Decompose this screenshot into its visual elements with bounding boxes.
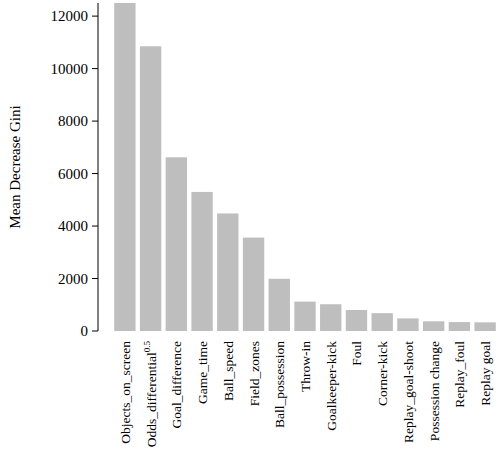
bar xyxy=(140,46,161,331)
y-tick-label: 8000 xyxy=(58,113,88,129)
x-tick-label: Replay_goal-shoot xyxy=(401,341,416,443)
x-tick-label: Foul xyxy=(349,341,364,366)
y-axis-label: Mean Decrease Gini xyxy=(7,105,23,228)
y-axis-line xyxy=(98,3,99,331)
bar xyxy=(474,322,495,331)
y-tick xyxy=(92,173,98,174)
x-tick-label: Replay goal xyxy=(478,341,493,406)
bar xyxy=(346,310,367,331)
bar xyxy=(166,157,187,331)
x-tick-label: Game_time xyxy=(195,341,210,404)
x-tick-label: Goal_difference xyxy=(169,341,184,428)
y-tick xyxy=(92,331,98,332)
bar xyxy=(191,192,212,331)
x-tick-label: Ball_speed xyxy=(221,341,236,401)
x-tick-label: Throw-in xyxy=(298,341,313,392)
chart-container: 0 2000 4000 6000 8000 10000 12000 Mean Decrease… xyxy=(0,0,500,475)
y-tick xyxy=(92,68,98,69)
bar xyxy=(217,213,238,331)
bar xyxy=(423,321,444,331)
y-tick-label: 10000 xyxy=(51,61,89,77)
x-tick-label: Possession change xyxy=(427,341,442,441)
bar xyxy=(449,322,470,331)
x-tick-label: Corner-kick xyxy=(375,341,390,406)
x-tick-label: Objects_on_screen xyxy=(118,341,133,444)
bar xyxy=(372,313,393,331)
y-tick-label: 6000 xyxy=(58,166,88,182)
bars xyxy=(114,3,496,331)
y-tick xyxy=(92,226,98,227)
bar xyxy=(294,302,315,331)
x-tick-label: Replay_foul xyxy=(452,341,467,408)
y-tick-label: 12000 xyxy=(51,8,89,24)
y-tick xyxy=(92,16,98,17)
y-tick xyxy=(92,278,98,279)
bar xyxy=(397,318,418,331)
y-tick-label: 4000 xyxy=(58,218,88,234)
y-tick-label: 2000 xyxy=(58,271,88,287)
x-tick-label: Odds_differential0.5 xyxy=(142,341,159,448)
bar xyxy=(320,304,341,331)
bar xyxy=(114,3,135,331)
bar xyxy=(243,238,264,331)
x-tick-label: Field_zones xyxy=(247,341,262,406)
y-tick xyxy=(92,121,98,122)
x-tick-label: Goalkeeper-kick xyxy=(324,341,339,431)
bar xyxy=(269,279,290,331)
chart: 0 2000 4000 6000 8000 10000 12000 Mean Decrease… xyxy=(0,0,500,475)
x-tick-label: Ball_possession xyxy=(272,341,287,428)
y-tick-label: 0 xyxy=(81,323,89,339)
